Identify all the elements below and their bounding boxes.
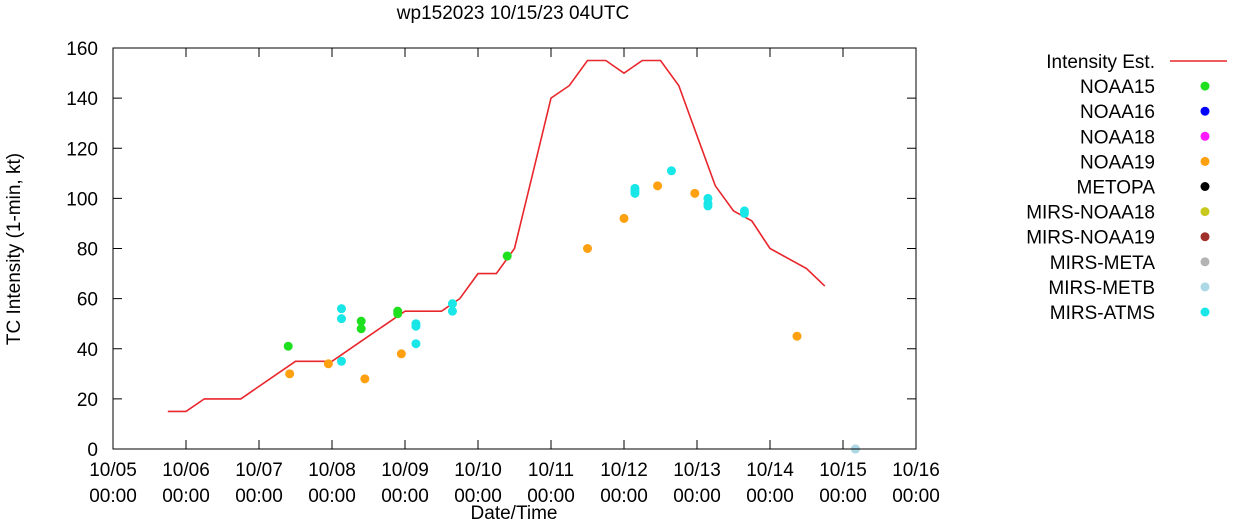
legend-label-noaa18: NOAA18 xyxy=(1080,127,1155,148)
legend-label-mirs-metb: MIRS-METB xyxy=(1048,278,1155,299)
mirs-atms-point xyxy=(411,339,421,349)
y-tick-label: 60 xyxy=(77,290,98,311)
y-tick-label: 100 xyxy=(66,189,98,210)
noaa15-point xyxy=(283,341,293,351)
mirs-atms-point xyxy=(447,306,457,316)
plot-frame xyxy=(112,47,917,450)
y-tick-label: 20 xyxy=(77,390,98,411)
legend-swatch-mirs-meta xyxy=(1200,257,1210,267)
y-tick-label: 80 xyxy=(77,240,98,261)
noaa19-point xyxy=(583,244,592,253)
mirs-atms-point xyxy=(630,188,640,198)
x-tick-label-time: 00:00 xyxy=(308,486,356,507)
noaa15-point xyxy=(393,309,403,319)
noaa19-point xyxy=(360,374,370,384)
y-tick-label: 0 xyxy=(87,440,98,461)
x-tick-label-time: 00:00 xyxy=(673,486,721,507)
mirs-atms-point xyxy=(336,356,346,366)
y-tick-label: 140 xyxy=(66,89,98,110)
x-tick-label-date: 10/13 xyxy=(673,460,721,481)
legend-label-noaa16: NOAA16 xyxy=(1080,102,1155,123)
x-tick-label-time: 00:00 xyxy=(892,486,940,507)
y-tick-label: 160 xyxy=(66,39,98,60)
x-tick-label-date: 10/12 xyxy=(600,460,648,481)
legend-swatch-metopa xyxy=(1200,182,1210,191)
mirs-atms-point xyxy=(703,201,713,211)
mirs-atms-point xyxy=(447,299,457,309)
legend-swatch-noaa16 xyxy=(1200,106,1210,116)
legend-swatch-mirs-metb xyxy=(1200,282,1210,292)
mirs-atms-point xyxy=(336,304,346,314)
noaa19-point xyxy=(396,349,406,359)
legend-swatch-noaa18 xyxy=(1200,131,1210,141)
legend-label-mirs-noaa18: MIRS-NOAA18 xyxy=(1026,203,1155,224)
x-tick-label-time: 00:00 xyxy=(819,486,867,507)
x-tick-label-date: 10/11 xyxy=(528,460,574,481)
tick-labels: 0 20 40 60 80 100 120 140 160 10/05 00:00 10/06 00:0… xyxy=(66,39,939,507)
legend-label-mirs-noaa19: MIRS-NOAA19 xyxy=(1026,228,1155,249)
x-tick-label-time: 00:00 xyxy=(527,486,575,507)
legend-label-noaa19: NOAA19 xyxy=(1080,152,1155,173)
noaa19-point xyxy=(690,188,700,198)
x-tick-label-time: 00:00 xyxy=(235,486,283,507)
mirs-atms-point xyxy=(739,208,749,218)
x-tick-label-time: 00:00 xyxy=(600,486,648,507)
x-tick-label-date: 10/10 xyxy=(454,460,502,481)
legend-label-mirs-atms: MIRS-ATMS xyxy=(1050,303,1155,324)
noaa19-point xyxy=(323,359,333,369)
legend-label-metopa: METOPA xyxy=(1077,178,1156,199)
mirs-atms-point xyxy=(336,314,346,324)
x-tick-label-date: 10/15 xyxy=(819,460,867,481)
legend-swatch-noaa15 xyxy=(1200,81,1210,91)
noaa15-point xyxy=(356,316,366,326)
noaa19-point xyxy=(792,331,802,341)
mirs-atms-point xyxy=(411,321,421,331)
x-tick-label-time: 00:00 xyxy=(162,486,210,507)
x-tick-label-date: 10/16 xyxy=(892,460,940,481)
legend-label-intensity-est: Intensity Est. xyxy=(1046,52,1155,73)
chart-title: wp152023 10/15/23 04UTC xyxy=(396,3,629,24)
mirs-atms-point xyxy=(666,166,676,176)
x-tick-label-time: 00:00 xyxy=(746,486,794,507)
legend-swatch-mirs-noaa19 xyxy=(1200,232,1210,242)
x-tick-label-date: 10/05 xyxy=(89,460,137,481)
x-tick-label-date: 10/08 xyxy=(308,460,356,481)
legend-label-noaa15: NOAA15 xyxy=(1080,77,1155,98)
x-tick-label-date: 10/09 xyxy=(381,460,429,481)
noaa15-point xyxy=(502,251,512,261)
x-tick-label-time: 00:00 xyxy=(454,486,502,507)
legend-label-mirs-meta: MIRS-META xyxy=(1050,253,1156,274)
intensity-est-line xyxy=(167,59,826,413)
legend-swatch-noaa19 xyxy=(1200,156,1210,166)
x-axis-label: Date/Time xyxy=(471,503,558,521)
x-tick-label-time: 00:00 xyxy=(89,486,137,507)
y-tick-label: 40 xyxy=(77,340,98,361)
noaa15-point xyxy=(356,324,366,334)
y-tick-label: 120 xyxy=(66,139,98,160)
legend: Intensity Est. NOAA15 NOAA16 NOAA18 NOAA19 ME… xyxy=(1026,52,1227,324)
y-axis-label: TC Intensity (1-min, kt) xyxy=(4,153,25,345)
x-tick-label-date: 10/06 xyxy=(162,460,210,481)
x-tick-label-date: 10/14 xyxy=(746,460,794,481)
legend-swatch-mirs-atms xyxy=(1200,307,1210,317)
satellite-points-layer xyxy=(283,166,860,454)
noaa19-point xyxy=(619,213,629,223)
intensity-line-layer xyxy=(167,59,826,413)
noaa19-point xyxy=(285,369,295,379)
x-tick-label-date: 10/07 xyxy=(235,460,283,481)
x-tick-label-time: 00:00 xyxy=(381,486,429,507)
legend-swatch-mirs-noaa18 xyxy=(1200,207,1210,217)
noaa19-point xyxy=(653,181,663,191)
